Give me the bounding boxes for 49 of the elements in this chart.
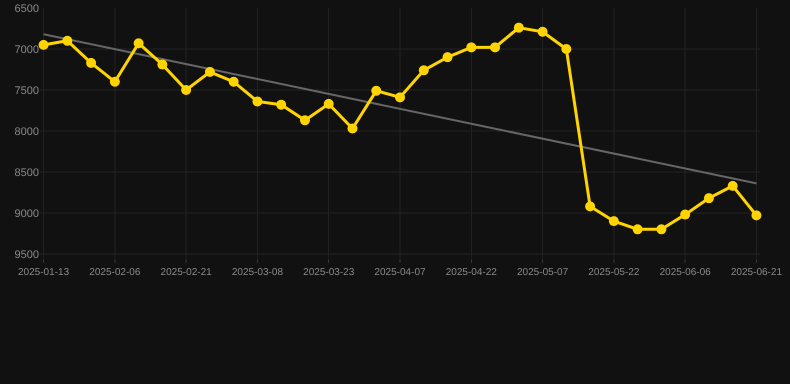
x-tick-label: 2025-05-07	[516, 267, 569, 278]
y-tick-label: 8500	[14, 166, 39, 179]
point	[632, 224, 643, 234]
y-tick-label: 9500	[14, 248, 39, 261]
point	[228, 76, 239, 87]
point	[276, 100, 286, 110]
point	[181, 84, 192, 95]
point	[110, 76, 120, 87]
point	[704, 193, 714, 204]
point	[680, 210, 690, 220]
x-tick-label: 2025-05-22	[588, 267, 640, 278]
point	[442, 52, 453, 62]
point	[204, 66, 215, 77]
x-tick-label: 2025-01-13	[18, 267, 70, 278]
point	[86, 58, 96, 68]
point	[157, 60, 168, 70]
point	[347, 123, 358, 134]
y-tick-label: 9000	[14, 208, 39, 220]
x-tick-label: 2025-04-22	[446, 267, 498, 278]
point	[538, 26, 548, 37]
point	[300, 115, 310, 126]
point	[371, 86, 382, 96]
point	[656, 224, 666, 234]
x-tick-label: 2025-02-21	[160, 267, 212, 278]
x-tick-label: 2025-04-07	[374, 267, 426, 278]
point	[252, 96, 262, 106]
y-tick-label: 8000	[14, 126, 39, 138]
point	[418, 65, 429, 76]
point	[324, 98, 334, 109]
point	[751, 210, 762, 220]
x-tick-label: 2025-03-08	[232, 267, 284, 278]
point	[514, 22, 524, 33]
y-tick-label: 6500	[14, 2, 39, 15]
point	[395, 92, 405, 102]
point	[490, 42, 500, 52]
point	[561, 44, 572, 54]
point	[585, 201, 596, 212]
x-tick-label: 2025-02-06	[89, 267, 141, 278]
y-tick-label: 7000	[14, 44, 39, 56]
y-tick-label: 7500	[14, 84, 39, 97]
point	[38, 40, 49, 50]
point	[134, 38, 144, 48]
point	[608, 216, 619, 226]
x-tick-label: 2025-06-21	[730, 267, 782, 278]
point	[62, 36, 72, 46]
point	[466, 42, 476, 52]
point	[728, 180, 738, 191]
x-tick-label: 2025-03-23	[303, 267, 355, 278]
x-tick-label: 2025-06-06	[660, 267, 712, 278]
